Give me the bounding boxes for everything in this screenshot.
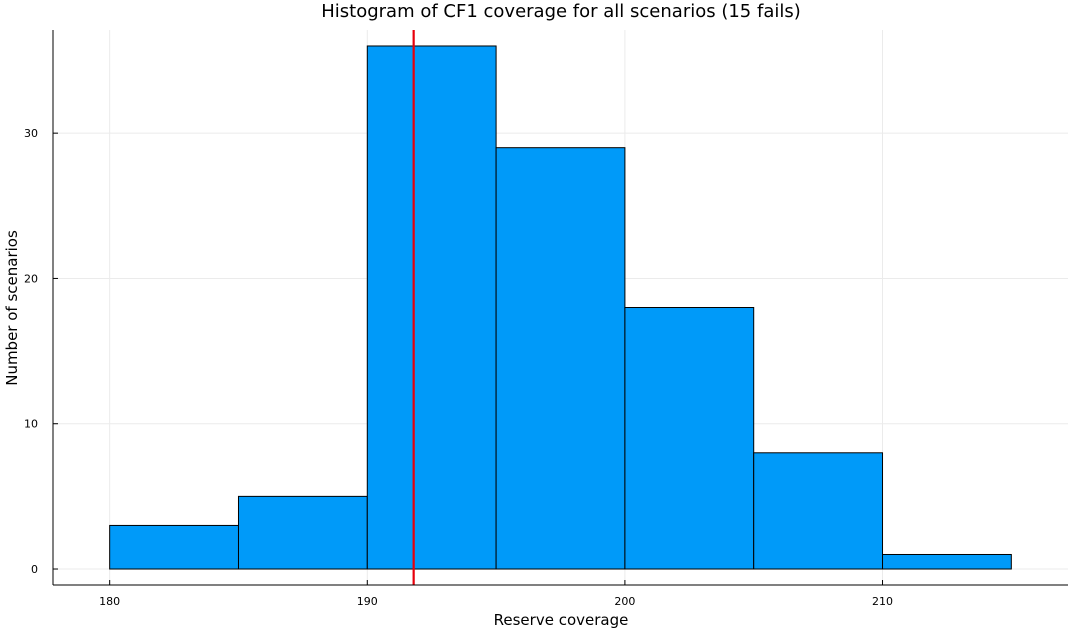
x-axis-label: Reserve coverage xyxy=(494,611,629,629)
x-tick-label-1: 190 xyxy=(357,595,378,608)
histogram-bar-0 xyxy=(109,524,239,570)
axes-layer xyxy=(52,30,1068,586)
histogram-bar-2 xyxy=(366,45,497,570)
histogram-bar-3 xyxy=(495,147,626,570)
x-tick-label-3: 210 xyxy=(872,595,893,608)
x-tick-label-2: 200 xyxy=(614,595,635,608)
histogram-bar-1 xyxy=(237,495,368,570)
bars-layer xyxy=(109,45,1012,570)
histogram-bar-4 xyxy=(624,307,755,570)
ticks-layer: 180 190 200 210 0 10 20 30 xyxy=(24,127,893,608)
x-tick-label-0: 180 xyxy=(99,595,120,608)
y-tick-label-1: 10 xyxy=(24,418,38,431)
histogram-bar-5 xyxy=(753,452,884,570)
y-axis-label: Number of scenarios xyxy=(3,230,21,386)
histogram-bar-6 xyxy=(882,553,1012,570)
y-tick-label-3: 30 xyxy=(24,127,38,140)
chart-title: Histogram of CF1 coverage for all scenar… xyxy=(321,1,801,22)
y-tick-label-0: 0 xyxy=(31,563,38,576)
y-tick-label-2: 20 xyxy=(24,272,38,285)
